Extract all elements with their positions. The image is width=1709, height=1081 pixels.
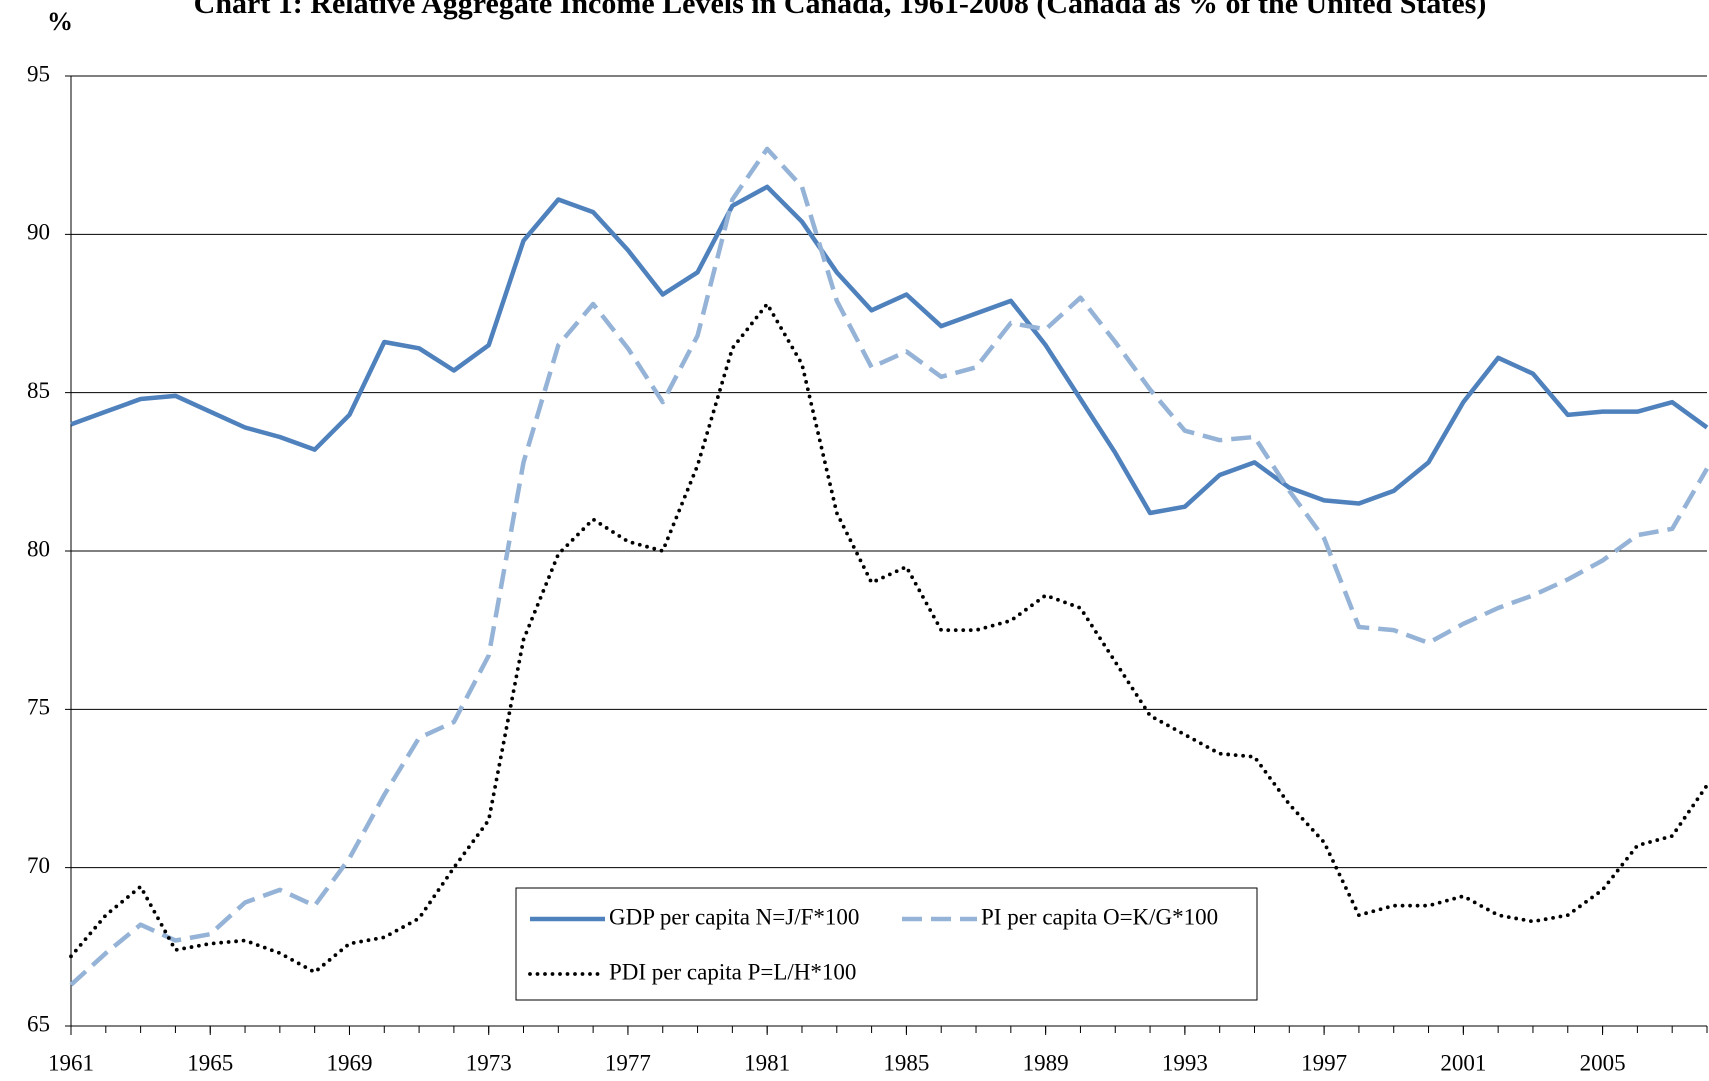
x-tick-label: 1961 — [48, 1050, 94, 1075]
legend-label: PI per capita O=K/G*100 — [981, 904, 1218, 929]
y-tick-label: 70 — [27, 853, 50, 878]
y-tick-label: 80 — [27, 536, 50, 561]
series-line — [69, 302, 1709, 975]
x-tick-label: 1989 — [1023, 1050, 1069, 1075]
x-tick-label: 1997 — [1301, 1050, 1347, 1075]
x-tick-label: 1965 — [187, 1050, 233, 1075]
x-tick-label: 2005 — [1580, 1050, 1626, 1075]
x-tick-label: 2001 — [1440, 1050, 1486, 1075]
y-tick-label: 95 — [27, 61, 50, 86]
chart-title: Chart 1: Relative Aggregate Income Level… — [193, 0, 1487, 20]
x-tick-label: 1985 — [883, 1050, 929, 1075]
series-line — [70, 184, 1709, 516]
y-tick-label: 90 — [27, 220, 50, 245]
legend-box — [515, 887, 1258, 1001]
series-line — [69, 146, 1709, 987]
y-axis-label: % — [47, 7, 73, 36]
legend-label: GDP per capita N=J/F*100 — [609, 904, 859, 929]
y-tick-label: 85 — [27, 378, 50, 403]
x-tick-label: 1993 — [1162, 1050, 1208, 1075]
x-tick-label: 1977 — [605, 1050, 651, 1075]
x-tick-label: 1969 — [326, 1050, 372, 1075]
y-tick-label: 65 — [27, 1011, 50, 1036]
x-tick-label: 1973 — [466, 1050, 512, 1075]
x-tick-label: 1981 — [744, 1050, 790, 1075]
legend-label: PDI per capita P=L/H*100 — [609, 959, 856, 984]
y-tick-label: 75 — [27, 695, 50, 720]
